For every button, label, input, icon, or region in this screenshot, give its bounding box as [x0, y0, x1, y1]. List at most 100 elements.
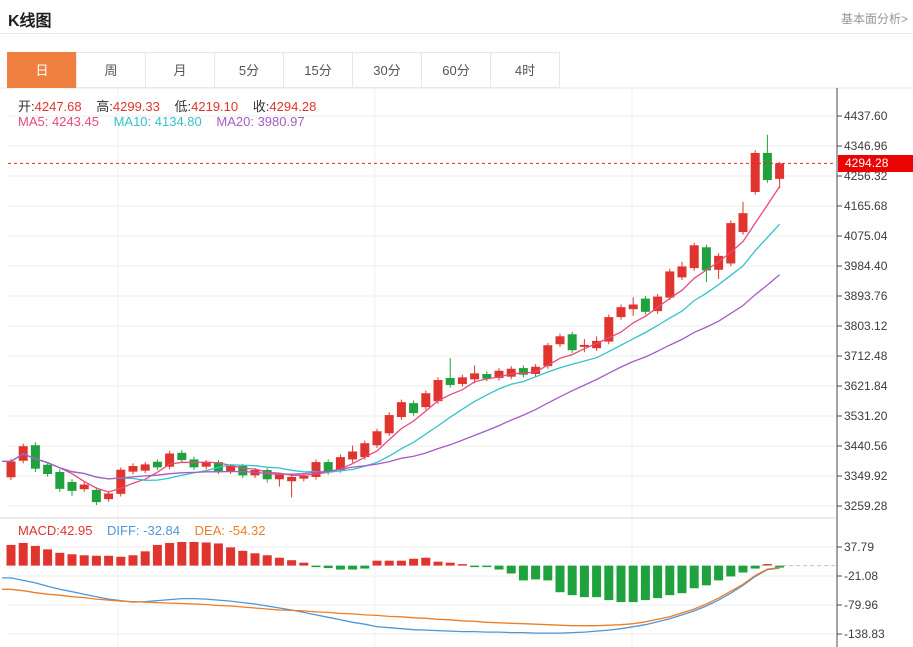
candle-body: [726, 223, 736, 264]
tab-日[interactable]: 日: [7, 52, 77, 88]
candle-body: [421, 393, 431, 408]
ohlc-legend: 开:4247.68 高:4299.33 低:4219.10 收:4294.28: [18, 96, 327, 115]
candle-body: [250, 470, 260, 476]
tab-5分[interactable]: 5分: [214, 52, 284, 88]
macd-bar-up: [128, 555, 138, 566]
macd-bar-up: [457, 564, 467, 566]
candle-body: [348, 451, 358, 460]
tab-30分[interactable]: 30分: [352, 52, 422, 88]
price-axis-label: 4075.04: [844, 229, 888, 243]
macd-bar-down: [689, 565, 699, 589]
macd-value-legend: MACD:42.95: [18, 523, 93, 538]
macd-axis-label: -21.08: [844, 569, 878, 583]
macd-bar-down: [482, 565, 492, 568]
macd-bar-up: [396, 560, 406, 566]
macd-bar-up: [384, 560, 394, 566]
macd-axis-label: -138.83: [844, 627, 885, 641]
macd-axis-label: 37.79: [844, 540, 874, 554]
macd-bar-up: [433, 561, 443, 566]
macd-bar-down: [628, 565, 638, 603]
fundamental-analysis-link[interactable]: 基本面分析>: [840, 12, 908, 26]
price-axis-label: 3259.28: [844, 499, 888, 513]
candle-body: [518, 368, 528, 375]
dea-value-legend: DEA: -54.32: [194, 523, 266, 538]
price-axis-label: 3893.76: [844, 289, 888, 303]
candle-body: [311, 462, 321, 477]
macd-bar-down: [348, 565, 358, 570]
candle-body: [750, 152, 760, 192]
candle-body: [274, 474, 284, 480]
ma10-legend: MA10: 4134.80: [113, 114, 202, 129]
candle-body: [6, 461, 16, 478]
tab-周[interactable]: 周: [76, 52, 146, 88]
candle-body: [226, 466, 236, 472]
macd-bar-down: [311, 565, 321, 568]
macd-bar-down: [653, 565, 663, 599]
period-tabs: 日周月 5分 15分 30分 60分 4时: [7, 52, 560, 88]
candle-body: [165, 453, 175, 467]
candle-body: [579, 344, 589, 347]
macd-bar-down: [677, 565, 687, 594]
macd-bar-up: [189, 541, 199, 566]
candle-body: [445, 378, 455, 385]
candle-body: [140, 464, 150, 471]
macd-bar-up: [213, 543, 223, 566]
close-label: 收:: [252, 99, 270, 114]
candle-body: [238, 466, 248, 476]
candle-body: [189, 459, 199, 468]
macd-bar-down: [738, 565, 748, 573]
candle-body: [372, 431, 382, 446]
tab-60分[interactable]: 60分: [421, 52, 491, 88]
macd-bar-up: [201, 542, 211, 566]
macd-bar-up: [55, 552, 65, 566]
macd-bar-up: [409, 558, 419, 566]
macd-bar-up: [18, 542, 28, 566]
tab-月[interactable]: 月: [145, 52, 215, 88]
macd-bar-down: [604, 565, 614, 601]
candle-body: [116, 469, 126, 494]
open-label: 开:: [18, 99, 35, 114]
macd-bar-down: [543, 565, 553, 581]
candle-body: [482, 374, 492, 379]
price-axis-label: 3621.84: [844, 379, 888, 393]
candle-body: [592, 340, 602, 349]
candle-body: [128, 466, 138, 472]
candle-body: [91, 489, 101, 503]
macd-bar-down: [665, 565, 675, 596]
macd-bar-up: [299, 562, 309, 566]
candle-body: [152, 461, 162, 468]
macd-axis-label: -79.96: [844, 598, 878, 612]
candle-body: [335, 457, 345, 471]
macd-bar-up: [165, 542, 175, 566]
low-label: 低:: [174, 99, 192, 114]
tab-4时[interactable]: 4时: [490, 52, 560, 88]
candle-body: [531, 366, 541, 375]
macd-bar-up: [30, 545, 40, 566]
macd-bar-up: [91, 555, 101, 566]
macd-bar-up: [79, 555, 89, 566]
macd-bar-down: [567, 565, 577, 596]
candle-body: [55, 472, 65, 489]
current-price-tag: 4294.28: [838, 154, 913, 172]
candle-body: [409, 403, 419, 414]
high-label: 高:: [96, 99, 113, 114]
macd-bar-down: [579, 565, 589, 598]
candle-body: [18, 446, 28, 461]
tab-15分[interactable]: 15分: [283, 52, 353, 88]
macd-bar-down: [360, 565, 370, 569]
macd-legend: MACD:42.95 DIFF: -32.84 DEA: -54.32: [18, 523, 276, 538]
candle-body: [604, 317, 614, 342]
macd-bar-up: [6, 544, 16, 566]
ma5-legend: MA5: 4243.45: [18, 114, 99, 129]
macd-bar-down: [494, 565, 504, 570]
candle-body: [701, 247, 711, 271]
candle-body: [689, 245, 699, 269]
macd-bar-down: [714, 565, 724, 581]
price-axis-label: 3984.40: [844, 259, 888, 273]
macd-bar-down: [726, 565, 736, 577]
candle-body: [665, 271, 675, 298]
candle-body: [470, 373, 480, 380]
macd-bar-up: [67, 554, 77, 566]
macd-bar-down: [640, 565, 650, 601]
candle-body: [506, 368, 516, 377]
